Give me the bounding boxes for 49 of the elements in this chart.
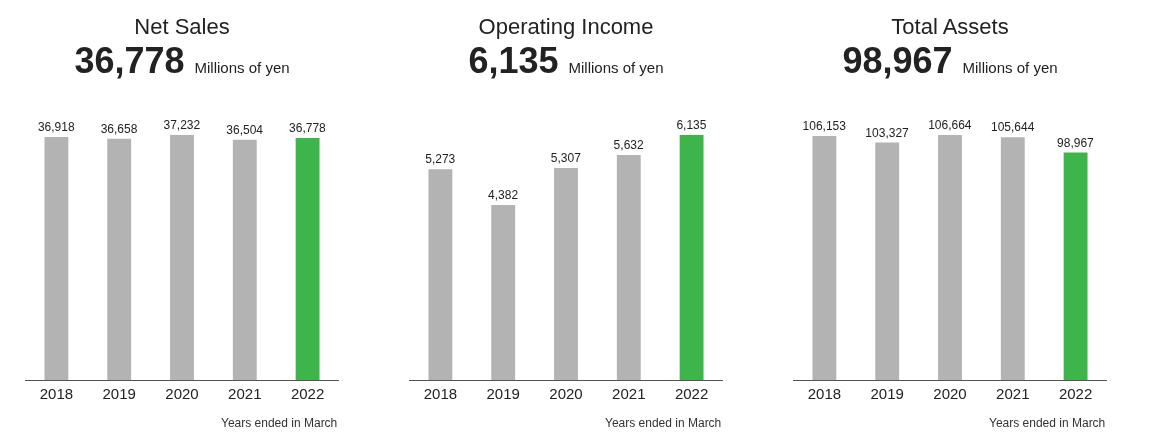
x-tick-label: 2021 <box>612 385 646 402</box>
data-label: 36,504 <box>226 122 264 137</box>
bar <box>428 169 453 380</box>
chart-subtitle: 98,967 Millions of yen <box>841 40 1059 83</box>
bar <box>1000 137 1025 380</box>
x-tick-label: 2022 <box>674 385 709 402</box>
bar <box>679 134 704 380</box>
x-tick-label: 2018 <box>423 385 458 402</box>
bar <box>812 136 837 380</box>
text: Years ended in March <box>605 416 722 430</box>
bar <box>1063 152 1088 380</box>
data-label: 5,632 <box>613 138 644 152</box>
data-label: 36,778 <box>289 120 327 135</box>
x-tick-label: 2019 <box>870 385 904 402</box>
chart-title: Operating Income <box>477 14 655 40</box>
chart-title: Net Sales <box>133 14 231 40</box>
data-label: 106,153 <box>802 119 847 134</box>
data-label: 37,232 <box>163 117 201 132</box>
data-label: 105,644 <box>990 120 1035 135</box>
x-tick-label: 2020 <box>165 385 199 402</box>
data-label: 106,664 <box>928 117 972 132</box>
data-label: 5,307 <box>550 150 582 165</box>
bar <box>875 142 900 380</box>
bar <box>491 204 516 380</box>
data-label: 4,382 <box>488 187 519 202</box>
data-label: 36,658 <box>100 121 138 136</box>
x-tick-label: 2018 <box>807 385 842 402</box>
text: Years ended in March <box>221 416 338 430</box>
text: Years ended in March <box>989 416 1106 430</box>
x-tick-label: 2022 <box>1058 385 1093 402</box>
x-tick-label: 2019 <box>486 385 520 402</box>
x-tick-label: 2021 <box>228 385 262 402</box>
x-tick-label: 2020 <box>549 385 583 402</box>
x-tick-label: 2018 <box>39 385 74 402</box>
data-label: 6,135 <box>676 117 707 132</box>
x-tick-label: 2022 <box>290 385 325 402</box>
chart-title: Total Assets <box>890 14 1010 40</box>
bar <box>554 167 578 380</box>
data-label: 36,918 <box>37 119 75 134</box>
data-label: 5,273 <box>425 152 456 167</box>
x-tick-label: 2019 <box>102 385 136 402</box>
chart-subtitle: 6,135 Millions of yen <box>467 40 665 83</box>
x-tick-label: 2020 <box>933 385 967 402</box>
chart-subtitle: 36,778 Millions of yen <box>73 40 291 83</box>
data-label: 103,327 <box>865 125 910 140</box>
bar <box>938 134 962 380</box>
x-tick-label: 2021 <box>996 385 1030 402</box>
data-label: 98,967 <box>1057 135 1095 150</box>
bar <box>616 155 641 380</box>
